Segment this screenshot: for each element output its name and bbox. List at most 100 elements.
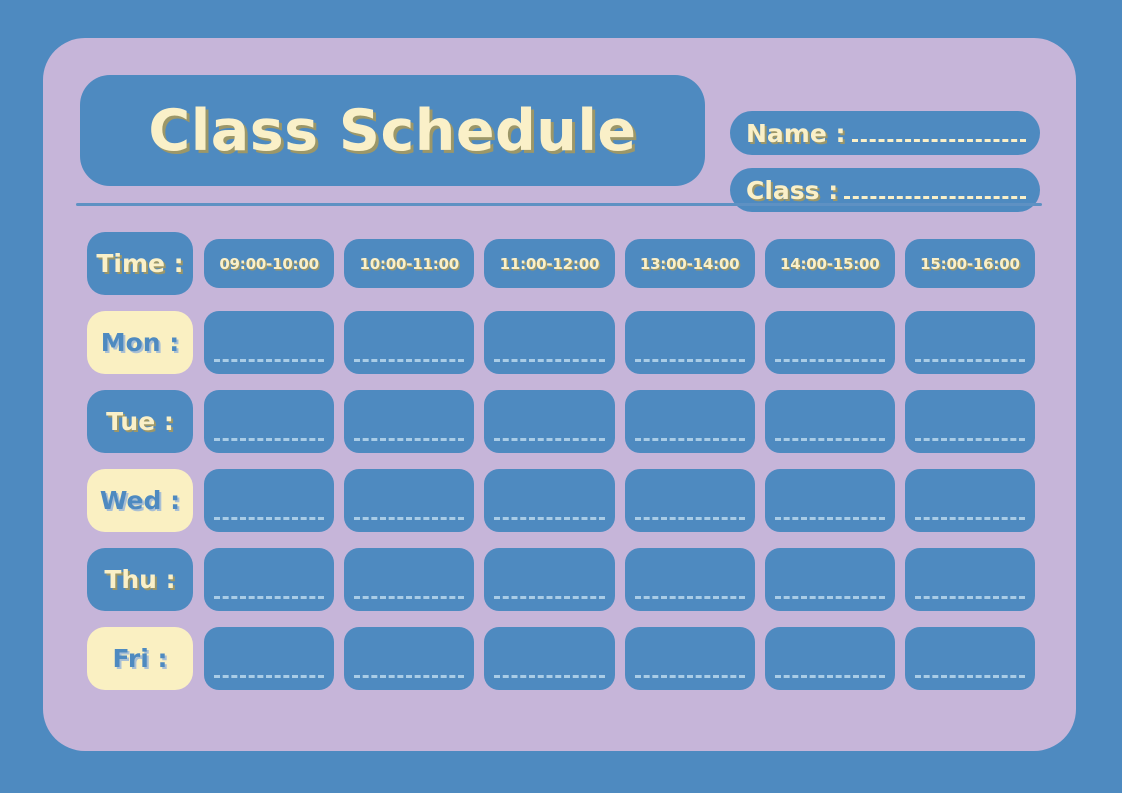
name-field-writing-line[interactable] bbox=[851, 138, 1026, 142]
page-title: Class Schedule bbox=[148, 97, 637, 164]
time-slot-label: 14:00-15:00 bbox=[780, 254, 880, 273]
day-label-wed: Wed : bbox=[87, 469, 193, 532]
schedule-cell-mon-6[interactable] bbox=[904, 311, 1036, 374]
writing-line bbox=[494, 675, 605, 678]
time-slot-label: 09:00-10:00 bbox=[219, 254, 319, 273]
day-label-thu: Thu : bbox=[87, 548, 193, 611]
day-cells-mon bbox=[204, 311, 1036, 374]
day-label-fri: Fri : bbox=[87, 627, 193, 690]
day-label-mon: Mon : bbox=[87, 311, 193, 374]
writing-line bbox=[774, 517, 885, 520]
time-slot-cell: 13:00-14:00 bbox=[624, 239, 755, 288]
class-field-label: Class : bbox=[746, 175, 839, 205]
identity-fields: Name : Class : bbox=[730, 111, 1040, 212]
time-slot-cell: 10:00-11:00 bbox=[344, 239, 475, 288]
schedule-grid: Time : 09:00-10:00 10:00-11:00 11:00-12:… bbox=[87, 232, 1036, 690]
schedule-cell-thu-2[interactable] bbox=[344, 548, 475, 611]
writing-line bbox=[634, 675, 745, 678]
writing-line bbox=[354, 517, 465, 520]
schedule-cell-wed-2[interactable] bbox=[344, 469, 475, 532]
schedule-cell-mon-3[interactable] bbox=[484, 311, 615, 374]
day-cells-wed bbox=[204, 469, 1036, 532]
writing-line bbox=[214, 438, 325, 441]
writing-line bbox=[774, 675, 885, 678]
title-plate: Class Schedule bbox=[80, 75, 705, 186]
time-header-label: Time : bbox=[87, 232, 193, 295]
schedule-cell-tue-6[interactable] bbox=[904, 390, 1036, 453]
writing-line bbox=[914, 517, 1026, 520]
time-slot-cell: 11:00-12:00 bbox=[484, 239, 615, 288]
time-slot-label: 15:00-16:00 bbox=[920, 254, 1020, 273]
writing-line bbox=[214, 596, 325, 599]
day-row-wed: Wed : bbox=[87, 469, 1036, 532]
time-slot-cell: 14:00-15:00 bbox=[764, 239, 895, 288]
header-divider bbox=[76, 203, 1042, 206]
schedule-cell-fri-5[interactable] bbox=[764, 627, 895, 690]
writing-line bbox=[634, 359, 745, 362]
day-row-thu: Thu : bbox=[87, 548, 1036, 611]
day-row-mon: Mon : bbox=[87, 311, 1036, 374]
writing-line bbox=[214, 675, 325, 678]
schedule-card: Class Schedule Name : Class : Time : bbox=[43, 38, 1076, 751]
writing-line bbox=[494, 596, 605, 599]
time-slot-label: 11:00-12:00 bbox=[499, 254, 600, 273]
writing-line bbox=[214, 359, 325, 362]
schedule-cell-tue-1[interactable] bbox=[204, 390, 335, 453]
schedule-cell-fri-2[interactable] bbox=[344, 627, 475, 690]
writing-line bbox=[354, 675, 465, 678]
schedule-cell-thu-5[interactable] bbox=[764, 548, 895, 611]
writing-line bbox=[494, 359, 605, 362]
schedule-cell-fri-1[interactable] bbox=[204, 627, 335, 690]
time-slot-label: 13:00-14:00 bbox=[639, 254, 740, 273]
day-cells-tue bbox=[204, 390, 1036, 453]
schedule-cell-mon-4[interactable] bbox=[624, 311, 755, 374]
writing-line bbox=[774, 438, 885, 441]
writing-line bbox=[354, 596, 465, 599]
schedule-cell-mon-2[interactable] bbox=[344, 311, 475, 374]
day-cells-fri bbox=[204, 627, 1036, 690]
writing-line bbox=[354, 359, 465, 362]
writing-line bbox=[914, 438, 1026, 441]
schedule-cell-thu-4[interactable] bbox=[624, 548, 755, 611]
schedule-cell-wed-4[interactable] bbox=[624, 469, 755, 532]
schedule-cell-wed-5[interactable] bbox=[764, 469, 895, 532]
time-header-row: Time : 09:00-10:00 10:00-11:00 11:00-12:… bbox=[87, 232, 1036, 295]
schedule-cell-wed-6[interactable] bbox=[904, 469, 1036, 532]
schedule-cell-mon-5[interactable] bbox=[764, 311, 895, 374]
writing-line bbox=[494, 517, 605, 520]
class-field-writing-line[interactable] bbox=[844, 195, 1026, 199]
card-header: Class Schedule Name : Class : bbox=[80, 75, 1040, 212]
schedule-cell-wed-3[interactable] bbox=[484, 469, 615, 532]
name-field-label: Name : bbox=[746, 118, 846, 148]
day-label-tue: Tue : bbox=[87, 390, 193, 453]
day-row-fri: Fri : bbox=[87, 627, 1036, 690]
time-slot-cell: 15:00-16:00 bbox=[904, 239, 1036, 288]
writing-line bbox=[634, 517, 745, 520]
writing-line bbox=[494, 438, 605, 441]
schedule-cell-tue-2[interactable] bbox=[344, 390, 475, 453]
writing-line bbox=[214, 517, 325, 520]
writing-line bbox=[634, 438, 745, 441]
writing-line bbox=[634, 596, 745, 599]
schedule-cell-fri-3[interactable] bbox=[484, 627, 615, 690]
writing-line bbox=[774, 359, 885, 362]
schedule-cell-thu-6[interactable] bbox=[904, 548, 1036, 611]
name-field[interactable]: Name : bbox=[730, 111, 1040, 155]
schedule-cell-fri-6[interactable] bbox=[904, 627, 1036, 690]
schedule-cell-fri-4[interactable] bbox=[624, 627, 755, 690]
schedule-cell-wed-1[interactable] bbox=[204, 469, 335, 532]
time-slot-cell: 09:00-10:00 bbox=[204, 239, 335, 288]
writing-line bbox=[914, 675, 1026, 678]
schedule-cell-thu-1[interactable] bbox=[204, 548, 335, 611]
schedule-cell-tue-4[interactable] bbox=[624, 390, 755, 453]
writing-line bbox=[914, 359, 1026, 362]
writing-line bbox=[914, 596, 1026, 599]
day-row-tue: Tue : bbox=[87, 390, 1036, 453]
schedule-cell-thu-3[interactable] bbox=[484, 548, 615, 611]
schedule-cell-tue-5[interactable] bbox=[764, 390, 895, 453]
writing-line bbox=[774, 596, 885, 599]
schedule-cell-mon-1[interactable] bbox=[204, 311, 335, 374]
day-cells-thu bbox=[204, 548, 1036, 611]
schedule-cell-tue-3[interactable] bbox=[484, 390, 615, 453]
